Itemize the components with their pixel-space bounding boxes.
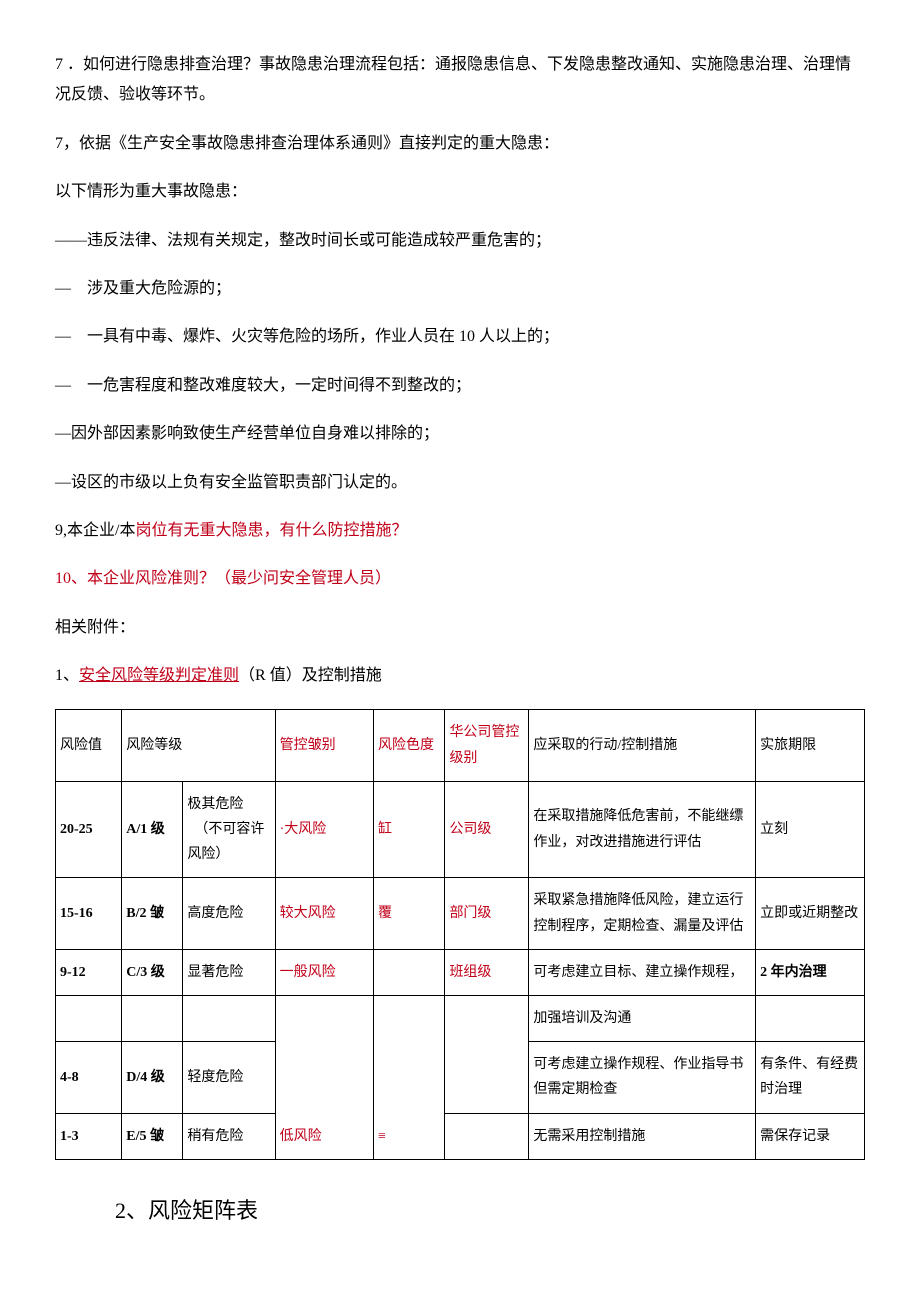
cell-hq	[445, 1113, 529, 1159]
heading-matrix: 2、风险矩阵表	[115, 1190, 865, 1232]
cell-action: 采取紧急措施降低风险，建立运行控制程序，定期检查、漏量及评估	[529, 878, 756, 949]
cell-level: B/2 皱	[122, 878, 183, 949]
cell-action: 加强培训及沟通	[529, 995, 756, 1041]
cell-leveltxt: 稍有危险	[183, 1113, 275, 1159]
cell-ctrl: 一般风险	[275, 949, 373, 995]
cell-leveltxt: 显著危险	[183, 949, 275, 995]
paragraph-intro: 以下情形为重大事故隐患：	[55, 177, 865, 207]
paragraph-bullet-4: — 一危害程度和整改难度较大，一定时间得不到整改的；	[55, 371, 865, 401]
cell-leveltxt: 高度危险	[183, 878, 275, 949]
paragraph-attachments: 相关附件：	[55, 613, 865, 643]
paragraph-bullet-5: —因外部因素影响致使生产经营单位自身难以排除的；	[55, 419, 865, 449]
cell-action: 在采取措施降低危害前，不能继缥作业，对改进措施进行评估	[529, 781, 756, 878]
risk-table: 风险值 风险等级 管控皱别 风险色度 华公司管控级别 应采取的行动/控制措施 实…	[55, 709, 865, 1159]
paragraph-9: 9,本企业/本岗位有无重大隐患，有什么防控措施？	[55, 516, 865, 546]
paragraph-bullet-2: — 涉及重大危险源的；	[55, 274, 865, 304]
table-row: 15-16 B/2 皱 高度危险 较大风险 覆 部门级 采取紧急措施降低风险，建…	[56, 878, 865, 949]
cell-ctrl: 较大风险	[275, 878, 373, 949]
cell-level: C/3 级	[122, 949, 183, 995]
cell-deadline: 立刻	[756, 781, 865, 878]
cell-color: 覆	[373, 878, 444, 949]
th-color: 风险色度	[373, 710, 444, 781]
th-hq: 华公司管控级别	[445, 710, 529, 781]
cell-level: D/4 级	[122, 1042, 183, 1113]
cell-hq: 公司级	[445, 781, 529, 878]
th-ctrl: 管控皱别	[275, 710, 373, 781]
cell-deadline: 2 年内治理	[756, 949, 865, 995]
cell-action: 可考虑建立目标、建立操作规程，	[529, 949, 756, 995]
th-action: 应采取的行动/控制措施	[529, 710, 756, 781]
cell-color: 缸	[373, 781, 444, 878]
cell-riskval: 15-16	[56, 878, 122, 949]
cell-riskval: 1-3	[56, 1113, 122, 1159]
table-row: 9-12 C/3 级 显著危险 一般风险 班组级 可考虑建立目标、建立操作规程，…	[56, 949, 865, 995]
cell-level: E/5 皱	[122, 1113, 183, 1159]
cell-color	[373, 949, 444, 995]
cell-hq: 班组级	[445, 949, 529, 995]
table-row: 低风险 ≡ 加强培训及沟通	[56, 995, 865, 1041]
th-deadline: 实旅期限	[756, 710, 865, 781]
paragraph-bullet-1: ——违反法律、法规有关规定，整改时间长或可能造成较严重危害的；	[55, 226, 865, 256]
cell-leveltxt: 极其危险 （不可容许风险）	[183, 781, 275, 878]
th-riskval: 风险值	[56, 710, 122, 781]
paragraph-bullet-3: — 一具有中毒、爆炸、火灾等危险的场所，作业人员在 10 人以上的；	[55, 322, 865, 352]
cell-riskval: 4-8	[56, 1042, 122, 1113]
cell-level	[122, 995, 183, 1041]
paragraph-7b: 7，依据《生产安全事故隐患排查治理体系通则》直接判定的重大隐患：	[55, 129, 865, 159]
table-row: 1-3 E/5 皱 稍有危险 无需采用控制措施 需保存记录	[56, 1113, 865, 1159]
cell-leveltxt	[183, 995, 275, 1041]
cell-action: 可考虑建立操作规程、作业指导书但需定期检查	[529, 1042, 756, 1113]
cell-leveltxt: 轻度危险	[183, 1042, 275, 1113]
paragraph-bullet-6: —设区的市级以上负有安全监管职责部门认定的。	[55, 468, 865, 498]
cell-riskval: 20-25	[56, 781, 122, 878]
cell-deadline	[756, 995, 865, 1041]
table-header-row: 风险值 风险等级 管控皱别 风险色度 华公司管控级别 应采取的行动/控制措施 实…	[56, 710, 865, 781]
paragraph-attach-1: 1、安全风险等级判定准则（R 值）及控制措施	[55, 661, 865, 691]
cell-level: A/1 级	[122, 781, 183, 878]
cell-riskval	[56, 995, 122, 1041]
table-row: 20-25 A/1 级 极其危险 （不可容许风险） ·大风险 缸 公司级 在采取…	[56, 781, 865, 878]
cell-deadline: 有条件、有经费时治理	[756, 1042, 865, 1113]
cell-ctrl: 低风险	[275, 995, 373, 1159]
cell-deadline: 需保存记录	[756, 1113, 865, 1159]
cell-color: ≡	[373, 995, 444, 1159]
cell-ctrl: ·大风险	[275, 781, 373, 878]
cell-deadline: 立即或近期整改	[756, 878, 865, 949]
cell-hq	[445, 995, 529, 1113]
cell-hq: 部门级	[445, 878, 529, 949]
paragraph-7: 7 ．如何进行隐患排查治理？事故隐患治理流程包括：通报隐患信息、下发隐患整改通知…	[55, 50, 865, 111]
th-level: 风险等级	[122, 710, 275, 781]
cell-riskval: 9-12	[56, 949, 122, 995]
paragraph-10: 10、本企业风险准则？（最少问安全管理人员）	[55, 564, 865, 594]
cell-action: 无需采用控制措施	[529, 1113, 756, 1159]
